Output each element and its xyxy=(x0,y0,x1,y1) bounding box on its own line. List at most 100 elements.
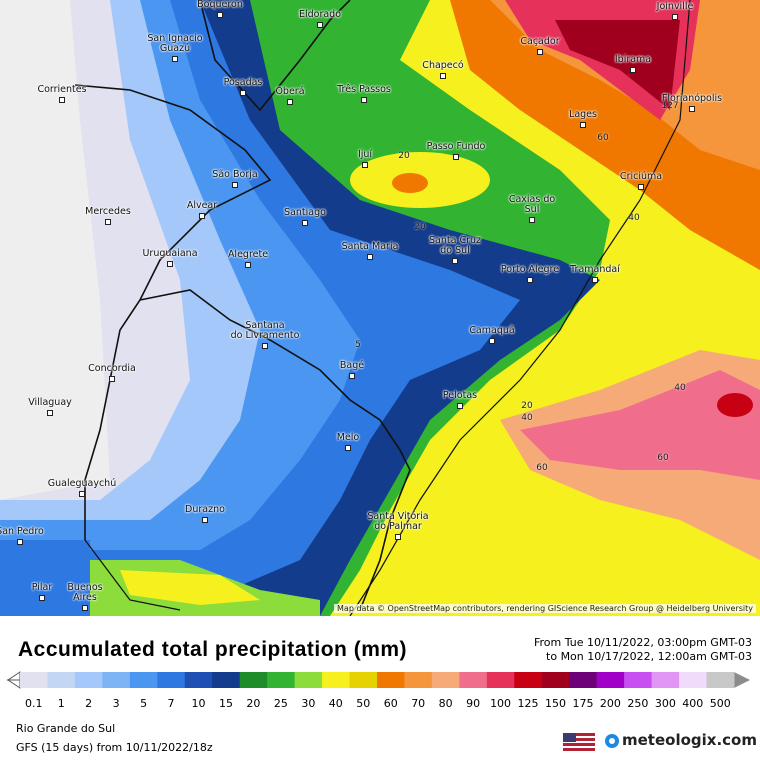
city-marker xyxy=(630,67,636,73)
city-label: Buenos Aires xyxy=(67,582,103,603)
legend-tick-label: 3 xyxy=(112,697,120,710)
precip-area xyxy=(520,370,760,480)
border xyxy=(74,84,272,540)
legend-tick-label: 100 xyxy=(490,697,512,710)
contour-label: 20 xyxy=(398,151,410,161)
flag-stripe xyxy=(563,746,595,748)
city-marker xyxy=(689,106,695,112)
legend-swatch xyxy=(212,672,241,688)
precip-area xyxy=(0,0,110,500)
city-marker xyxy=(79,491,85,497)
legend-swatch xyxy=(459,672,488,688)
city-marker xyxy=(489,338,495,344)
city-label: Caxias do Sul xyxy=(508,194,556,215)
city-marker xyxy=(287,99,293,105)
city-marker xyxy=(580,122,586,128)
city-label: Pelotas xyxy=(442,390,478,401)
brand: meteologix.com xyxy=(622,731,757,749)
legend-swatch xyxy=(679,672,708,688)
contour-label: 20 xyxy=(521,401,533,411)
legend-swatch xyxy=(404,672,433,688)
attribution: Map data © OpenStreetMap contributors, r… xyxy=(334,604,756,613)
legend-swatch xyxy=(129,672,158,688)
model-run: GFS (15 days) from 10/11/2022/18z xyxy=(16,741,213,754)
border xyxy=(199,0,351,112)
city-marker xyxy=(109,376,115,382)
city-marker xyxy=(202,517,208,523)
legend-tick-label: 250 xyxy=(627,697,649,710)
city-label: Alvear xyxy=(186,200,218,211)
city-label: Santana do Livramento xyxy=(230,320,300,341)
city-label: Oberá xyxy=(275,86,305,97)
city-label: Florianópolis xyxy=(661,93,723,104)
legend-tick-label: 70 xyxy=(411,697,426,710)
brand-icon xyxy=(609,738,615,744)
contour-label: 127 xyxy=(661,101,679,111)
legend-tick-label: 0.1 xyxy=(24,697,43,710)
legend-swatch xyxy=(431,672,460,688)
precip-area xyxy=(555,20,680,110)
city-label: Caçador xyxy=(520,36,560,47)
city-marker xyxy=(361,97,367,103)
contour-label: 40 xyxy=(674,383,686,393)
contour-label: 20 xyxy=(414,222,426,232)
contour-label: 60 xyxy=(597,133,609,143)
legend-swatch xyxy=(624,672,653,688)
city-label: San Ignacio Guazú xyxy=(147,33,203,54)
legend-swatch xyxy=(322,672,351,688)
contour-label: 60 xyxy=(657,453,669,463)
city-label: Ijuí xyxy=(357,149,373,160)
city-marker xyxy=(39,595,45,601)
contour-label: 40 xyxy=(628,213,640,223)
legend-swatch xyxy=(569,672,598,688)
city-marker xyxy=(362,162,368,168)
city-marker xyxy=(672,14,678,20)
legend-swatch xyxy=(239,672,268,688)
legend-tick-label: 60 xyxy=(383,697,398,710)
city-marker xyxy=(199,213,205,219)
city-marker xyxy=(345,445,351,451)
legend-tick-label: 125 xyxy=(517,697,539,710)
legend-swatch xyxy=(486,672,515,688)
city-marker xyxy=(59,97,65,103)
precip-area xyxy=(0,540,90,616)
legend-swatch xyxy=(541,672,570,688)
city-label: Criciúma xyxy=(619,171,663,182)
period-to: to Mon 10/17/2022, 12:00am GMT-03 xyxy=(546,650,752,663)
city-label: Posadas xyxy=(223,77,263,88)
title: Accumulated total precipitation (mm) xyxy=(18,638,408,661)
legend-tick-label: 25 xyxy=(273,697,288,710)
legend-swatch xyxy=(74,672,103,688)
legend-tick-label: 40 xyxy=(328,697,343,710)
city-label: Três Passos xyxy=(337,84,391,95)
legend-tick-label: 175 xyxy=(572,697,594,710)
legend-tick-label: 500 xyxy=(709,697,731,710)
city-label: Tramandaí xyxy=(570,264,620,275)
flag-stripe xyxy=(563,741,595,743)
city-marker xyxy=(592,277,598,283)
city-marker xyxy=(638,184,644,190)
legend-tick-label: 50 xyxy=(356,697,371,710)
legend-tick-label: 10 xyxy=(191,697,206,710)
city-marker xyxy=(395,534,401,540)
flag xyxy=(563,733,595,751)
coastline xyxy=(84,539,181,611)
city-marker xyxy=(172,56,178,62)
legend-swatch xyxy=(102,672,131,688)
city-label: Joinville xyxy=(656,1,694,12)
legend-swatch xyxy=(184,672,213,688)
legend-tick-label: 400 xyxy=(682,697,704,710)
city-marker xyxy=(167,261,173,267)
city-label: Uruguaiana xyxy=(142,248,198,259)
city-label: Chapecó xyxy=(422,60,464,71)
city-label: Camaquã xyxy=(469,325,515,336)
city-label: Eldorado xyxy=(298,9,342,20)
city-marker xyxy=(82,605,88,611)
legend-swatch xyxy=(651,672,680,688)
legend-tick-label: 1 xyxy=(57,697,65,710)
city-label: São Borja xyxy=(212,169,258,180)
flag-stripe xyxy=(563,736,595,738)
city-marker xyxy=(317,22,323,28)
legend-tick-label: 20 xyxy=(246,697,261,710)
